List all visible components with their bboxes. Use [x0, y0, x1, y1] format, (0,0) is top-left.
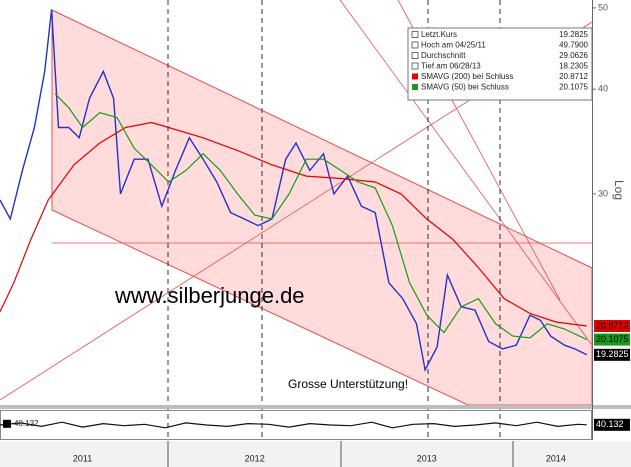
legend-value: 20.8712 [559, 72, 588, 81]
last-value-box [594, 319, 630, 332]
legend-box [407, 27, 593, 101]
last-value-box [594, 348, 630, 361]
annotation: Grosse Unterstützung! [288, 377, 408, 391]
x-axis-band [0, 441, 631, 467]
series-line [0, 9, 588, 373]
year-separators [167, 441, 514, 467]
legend-value: 19.2825 [559, 30, 588, 39]
last-value-box [594, 333, 630, 346]
indicator-label: 40.132 [14, 419, 39, 428]
legend-value: 20.1075 [559, 83, 588, 92]
legend-icon [411, 62, 419, 70]
legend-value: 18.2305 [559, 62, 588, 71]
legend-label: Tief am 06/28/13 [421, 62, 481, 71]
x-tick-label: 2012 [245, 453, 265, 463]
series-line [54, 93, 588, 341]
x-tick-label: 2013 [417, 453, 437, 463]
last-value-label: 19.2825 [596, 349, 629, 359]
legend-label: Hoch am 04/25/11 [421, 41, 486, 50]
legend-icon [412, 84, 418, 90]
legend-icon [411, 31, 419, 38]
y-tick-label: 30 [598, 188, 608, 198]
x-tick-label: 2011 [73, 453, 92, 463]
y-tick-label: 40 [598, 84, 608, 94]
series-line [0, 421, 587, 429]
series-line [0, 121, 587, 327]
legend-icon [412, 73, 418, 80]
legend-value: 49.7900 [559, 41, 588, 50]
x-tick-label: 2014 [546, 453, 566, 463]
trend-line [339, 0, 593, 346]
legend-label: Durchschnitt [421, 51, 466, 60]
last-value-label: 20.8712 [596, 320, 629, 330]
watermark: www.silberjunge.de [114, 283, 305, 308]
legend-icon [411, 52, 419, 59]
y-tick-label: 50 [598, 2, 608, 12]
legend-icon [411, 41, 419, 49]
last-value-label: 40.132 [596, 419, 624, 429]
legend-label: SMAVG (200) bei Schluss [421, 72, 513, 81]
y-axis-label: Log [612, 180, 626, 200]
last-value-label: 20.1075 [596, 334, 629, 344]
legend-label: SMAVG (50) bei Schluss [421, 83, 509, 92]
legend-label: Letzt.Kurs [421, 30, 457, 39]
last-value-box [594, 418, 630, 431]
indicator-icon [3, 419, 11, 428]
legend-value: 29.0626 [559, 51, 588, 60]
panel-separator [0, 405, 631, 409]
